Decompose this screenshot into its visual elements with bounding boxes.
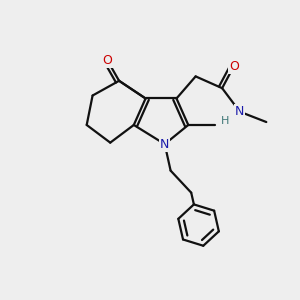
- Text: O: O: [229, 60, 239, 73]
- Text: O: O: [102, 54, 112, 67]
- Text: N: N: [235, 105, 244, 118]
- Text: N: N: [160, 138, 169, 151]
- Text: H: H: [221, 116, 229, 126]
